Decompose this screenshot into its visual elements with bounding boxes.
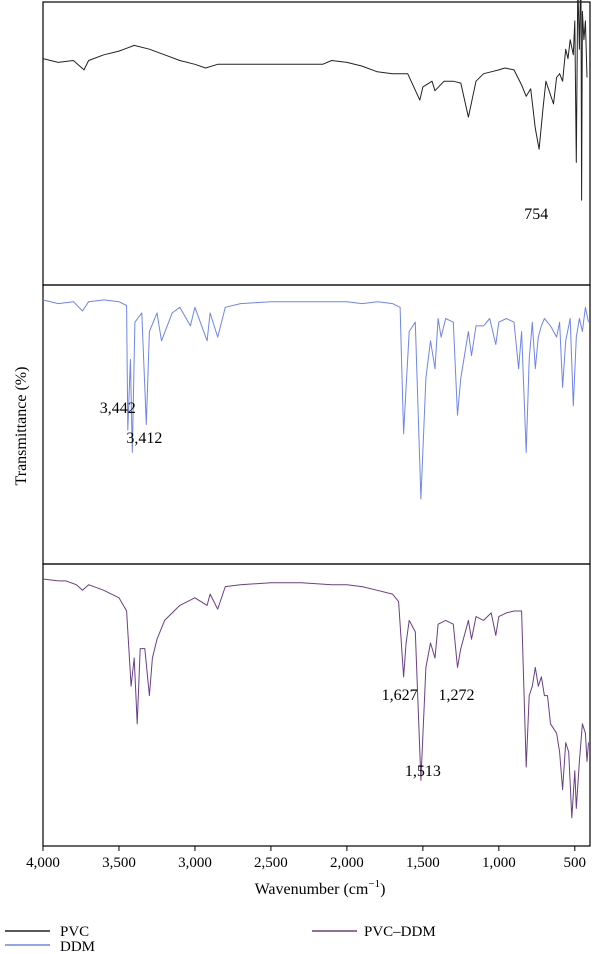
legend-label-pvc-ddm: PVC–DDM <box>364 924 436 940</box>
peak-label: 1,627 <box>382 687 418 704</box>
peak-label: 3,412 <box>126 430 162 447</box>
peak-label: 1,272 <box>439 687 475 704</box>
legend-label-ddm: DDM <box>60 939 95 954</box>
x-tick-label: 3,500 <box>102 855 136 871</box>
x-tick-label: 500 <box>564 855 587 871</box>
x-tick-label: 4,000 <box>26 855 60 871</box>
legend: PVC DDM PVC–DDM <box>5 924 436 954</box>
x-tick-label: 2,000 <box>330 855 364 871</box>
panel-frame-pvc-ddm <box>42 563 591 847</box>
series-layer <box>42 0 589 819</box>
x-tick-label: 1,000 <box>482 855 516 871</box>
peak-label: 1,513 <box>405 763 441 780</box>
panel-frame-pvc <box>42 1 591 286</box>
legend-item-pvc-ddm: PVC–DDM <box>312 924 436 940</box>
legend-item-ddm: DDM <box>5 939 95 954</box>
series-line-pvc-ddm <box>42 578 589 819</box>
x-axis-title: Wavenumber (cm−1) <box>255 878 386 898</box>
y-axis-title: Transmittance (%) <box>13 367 30 486</box>
series-line-pvc <box>42 0 588 201</box>
x-tick-label: 2,500 <box>254 855 288 871</box>
legend-label-pvc: PVC <box>60 924 89 940</box>
legend-item-pvc: PVC <box>5 924 89 940</box>
x-tick-label: 3,000 <box>178 855 212 871</box>
peak-label: 754 <box>524 206 548 223</box>
x-tick-label: 1,500 <box>406 855 440 871</box>
peak-label: 3,442 <box>100 400 136 417</box>
peak-annotations: 754 3,442 3,412 1,627 1,272 1,513 <box>100 206 548 780</box>
series-line-ddm <box>42 299 589 500</box>
panel-frame-ddm <box>42 284 591 565</box>
x-axis: 4,000 3,500 3,000 2,500 2,000 1,500 1,000 500 <box>26 846 586 871</box>
